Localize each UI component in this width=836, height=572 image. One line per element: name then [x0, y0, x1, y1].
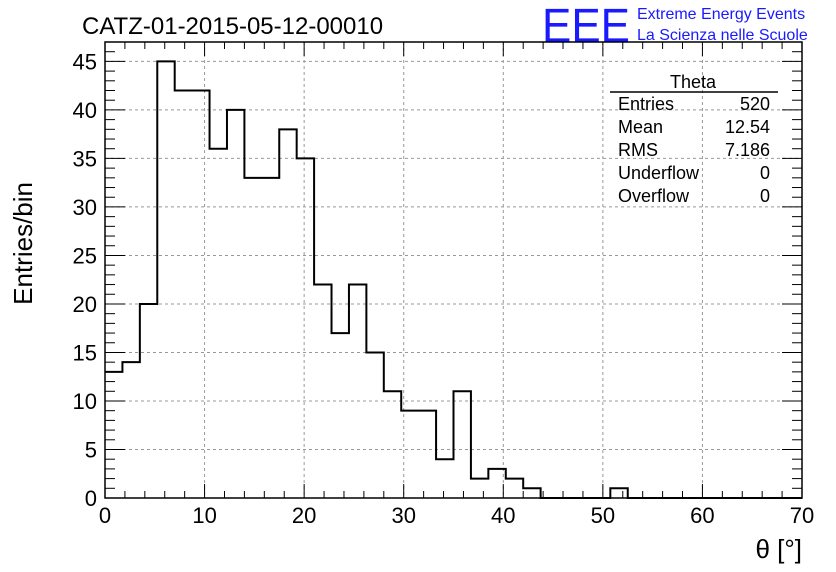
stats-value: 0	[760, 163, 770, 183]
plot-frame	[104, 41, 803, 499]
x-tick-label: 50	[591, 503, 615, 528]
axis-tick-labels: 0 10 20 30 40 50 60 70 0 5 10 15 20 25 30 35 40 45	[73, 49, 815, 528]
stats-value: 0	[760, 186, 770, 206]
chart-title: CATZ-01-2015-05-12-00010	[82, 13, 383, 40]
y-tick-label: 30	[73, 195, 97, 220]
stats-label: Overflow	[618, 186, 690, 206]
logo-line1: Extreme Energy Events	[637, 6, 805, 23]
stats-value: 7.186	[725, 140, 770, 160]
y-tick-label: 20	[73, 292, 97, 317]
x-tick-label: 10	[192, 503, 216, 528]
y-axis-title: Entries/bin	[8, 182, 38, 305]
stats-value: 520	[740, 94, 770, 114]
histogram-outline	[105, 60, 802, 499]
stats-box: Theta Entries 520 Mean 12.54 RMS 7.186 Underfl…	[610, 72, 778, 206]
stats-value: 12.54	[725, 117, 770, 137]
stats-label: Underflow	[618, 163, 700, 183]
logo-line2: La Scienza nelle Scuole	[637, 27, 808, 44]
y-tick-label: 15	[73, 340, 97, 365]
x-tick-label: 60	[690, 503, 714, 528]
x-tick-label: 20	[292, 503, 316, 528]
y-tick-label: 25	[73, 243, 97, 268]
x-axis-title: θ [°]	[755, 534, 802, 564]
y-tick-label: 10	[73, 389, 97, 414]
stats-label: Entries	[618, 94, 674, 114]
stats-label: RMS	[618, 140, 658, 160]
stats-title: Theta	[670, 72, 717, 92]
x-tick-label: 30	[391, 503, 415, 528]
x-tick-label: 0	[99, 503, 111, 528]
y-tick-label: 0	[85, 486, 97, 511]
logo-mark: EEE	[542, 0, 630, 53]
y-tick-label: 35	[73, 146, 97, 171]
y-tick-label: 45	[73, 49, 97, 74]
x-tick-label: 70	[790, 503, 814, 528]
stats-rows: Entries 520 Mean 12.54 RMS 7.186 Underflow 0 Ove…	[618, 94, 770, 206]
x-tick-label: 40	[491, 503, 515, 528]
y-tick-label: 40	[73, 98, 97, 123]
stats-label: Mean	[618, 117, 663, 137]
y-tick-label: 5	[85, 437, 97, 462]
eee-logo: EEE Extreme Energy Events La Scienza nel…	[542, 0, 808, 53]
